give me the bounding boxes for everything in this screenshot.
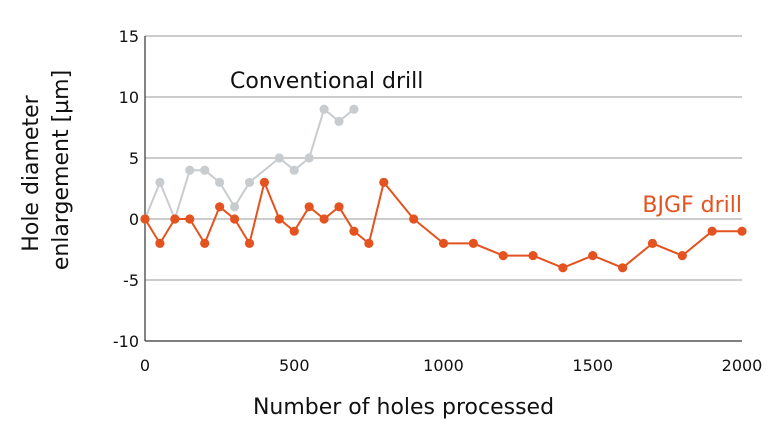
y-tick-label: 15 <box>119 27 139 46</box>
x-tick-label: 1000 <box>423 356 464 375</box>
data-point <box>379 177 389 187</box>
data-point <box>274 153 284 163</box>
x-tick-labels: 0 500 1000 1500 2000 <box>140 356 762 375</box>
data-point <box>155 177 165 187</box>
y-axis-title: Hole diameter enlargement [µm] <box>19 70 74 270</box>
gridlines <box>145 35 742 281</box>
data-point <box>215 202 225 212</box>
y-axis-title-line-2: enlargement [µm] <box>49 70 74 270</box>
y-tick-label: 5 <box>129 149 139 168</box>
data-point <box>707 226 717 236</box>
data-point <box>618 263 628 273</box>
data-point <box>155 238 165 248</box>
data-point <box>677 251 687 261</box>
data-point <box>140 214 150 224</box>
data-point <box>185 165 195 175</box>
data-point <box>200 238 210 248</box>
data-point <box>334 116 344 126</box>
data-point <box>438 238 449 248</box>
x-tick-label: 1500 <box>572 356 613 375</box>
series-0 <box>140 104 359 224</box>
series-label-conventional-drill: Conventional drill <box>230 69 423 94</box>
data-point <box>304 153 314 163</box>
data-point <box>349 226 359 236</box>
data-point <box>274 214 284 224</box>
data-point <box>468 238 478 248</box>
data-point <box>558 263 568 273</box>
data-point <box>259 177 269 187</box>
x-axis-title: Number of holes processed <box>253 395 554 420</box>
series-layer <box>140 104 747 273</box>
data-point <box>170 214 180 224</box>
y-tick-label: -10 <box>113 332 139 351</box>
data-point <box>200 165 210 175</box>
data-point <box>319 104 329 114</box>
data-point <box>588 251 598 261</box>
x-tick-label: 500 <box>279 356 310 375</box>
y-axis-title-line-1: Hole diameter <box>19 94 44 251</box>
series-line <box>144 108 355 220</box>
data-point <box>244 238 255 248</box>
data-point <box>498 251 508 261</box>
x-tick-label: 0 <box>140 356 150 375</box>
data-point <box>409 214 419 224</box>
data-point <box>289 226 299 236</box>
data-point <box>647 238 658 248</box>
data-point <box>364 238 374 248</box>
data-point <box>319 214 329 224</box>
y-tick-label: -5 <box>123 271 139 290</box>
data-point <box>349 104 359 114</box>
data-point <box>737 226 747 236</box>
data-point <box>215 177 225 187</box>
x-tick-label: 2000 <box>722 356 763 375</box>
data-point <box>304 202 314 212</box>
y-tick-label: 10 <box>119 88 139 107</box>
data-point <box>289 165 299 175</box>
y-tick-labels: -10 -5 0 5 10 15 <box>113 27 139 351</box>
data-point <box>229 202 240 212</box>
data-point <box>528 251 538 261</box>
data-point <box>244 177 255 187</box>
series-label-bjgf-drill: BJGF drill <box>642 193 742 218</box>
data-point <box>185 214 195 224</box>
data-point <box>334 202 344 212</box>
data-point <box>229 214 240 224</box>
y-tick-label: 0 <box>129 210 139 229</box>
series-1 <box>140 177 747 273</box>
